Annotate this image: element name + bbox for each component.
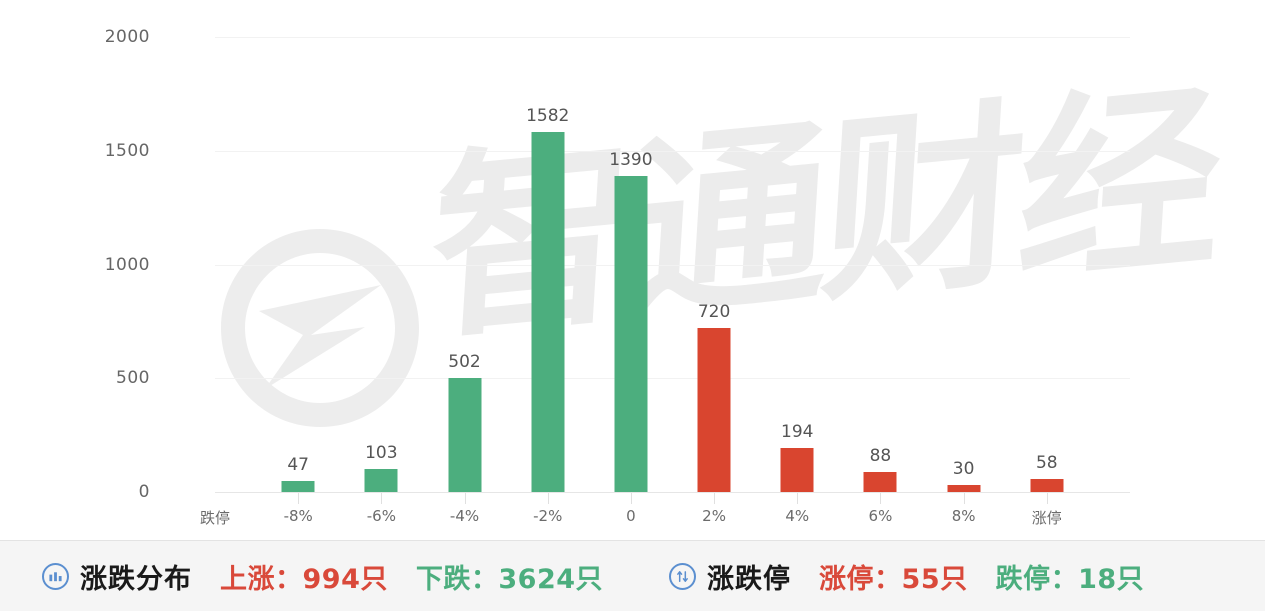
summary-footer: 涨跌分布 上涨：994只 下跌：3624只 涨跌停 涨停：55只 跌停：18只 [0,540,1265,611]
chart-panel: 智通财经 2000 1500 1000 500 0 47 103 502 1582 13… [0,0,1223,540]
y-tick-label: 2000 [104,27,150,47]
x-tick-mark [1046,493,1048,504]
bar-value-label: 47 [287,455,309,476]
gridline-1000 [215,265,1130,266]
bar-group[interactable]: 30 [922,47,1005,492]
gridline-1500 [215,151,1130,152]
x-tick-label: -2% [533,507,563,525]
bar-value-label: 1582 [526,106,570,127]
bar-series: 47 103 502 1582 1390 720 194 88 30 58 [215,0,1130,540]
bar[interactable] [947,485,981,492]
bar-value-label: 30 [952,459,975,480]
bar-chart-icon [42,562,69,590]
y-axis-labels: 2000 1500 1000 500 0 [0,0,210,540]
footer-stat-limit-up: 涨停：55只 [819,563,968,595]
bar-value-label: 720 [697,302,731,323]
x-tick-mark [963,493,965,504]
bar[interactable] [614,175,648,492]
x-tick-label: -4% [449,507,480,525]
x-tick-mark [298,493,300,504]
footer-title-limit: 涨跌停 [707,563,792,595]
gridline-500 [215,378,1130,379]
bar-value-label: 1390 [609,149,653,170]
x-tick-mark [630,493,632,504]
x-tick-mark [714,493,716,504]
bar[interactable] [697,328,731,492]
bar-group[interactable]: 1582 [506,47,589,492]
bar[interactable] [364,468,398,492]
bar[interactable] [1030,478,1064,492]
bar-value-label: 88 [869,445,892,466]
plot-area [215,37,1130,492]
bar-group[interactable]: 58 [1005,47,1088,492]
bar-value-label: 194 [781,421,814,442]
bar-value-label: 103 [365,442,398,463]
y-tick-label: 0 [138,482,150,502]
x-tick-label: 涨停 [1031,509,1062,527]
x-tick-label: -8% [283,507,313,525]
x-tick-mark [547,493,549,504]
footer-stat-limit-down: 跌停：18只 [995,563,1145,595]
x-tick-label: 跌停 [199,509,231,527]
x-tick-mark [381,493,383,504]
bar-value-label: 502 [448,351,481,372]
footer-stat-advancers: 上涨：994只 [220,563,388,595]
bar[interactable] [531,132,565,492]
footer-title-distribution: 涨跌分布 [80,563,192,595]
bar-group[interactable]: 1390 [589,47,672,492]
bar-group[interactable]: 47 [257,47,340,492]
footer-group-distribution: 涨跌分布 上涨：994只 下跌：3624只 [42,557,603,596]
x-tick-mark [880,493,882,504]
y-tick-label: 500 [116,368,150,388]
bar-group[interactable]: 720 [673,47,756,492]
bar-group[interactable]: 103 [340,47,423,492]
bar[interactable] [780,447,814,492]
x-tick-label: 2% [702,507,726,525]
y-tick-label: 1500 [104,141,150,161]
bar[interactable] [281,481,315,492]
x-tick-label: 0 [626,507,636,525]
x-tick-mark [464,493,466,504]
footer-group-limit: 涨跌停 涨停：55只 跌停：18只 [669,557,1144,596]
x-tick-mark [797,493,799,504]
bar-group[interactable]: 502 [423,47,506,492]
y-tick-label: 1000 [104,255,150,275]
footer-stat-decliners: 下跌：3624只 [415,563,604,595]
x-tick-label: 6% [868,507,893,525]
x-axis-labels: 跌停 -8% -6% -4% -2% 0 2% 4% 6% 8% 涨停 [200,493,1130,540]
up-down-arrows-icon [669,562,697,590]
x-axis-line [215,492,1130,493]
x-tick-label: -6% [366,507,396,525]
x-tick-label: 4% [785,507,810,525]
gridline-2000 [215,37,1130,38]
x-tick-label: 8% [951,507,976,525]
bar-group[interactable]: 88 [839,47,922,492]
bar-group[interactable]: 194 [756,47,839,492]
bar[interactable] [448,377,482,492]
bar-value-label: 58 [1035,452,1058,473]
bar[interactable] [863,471,897,492]
